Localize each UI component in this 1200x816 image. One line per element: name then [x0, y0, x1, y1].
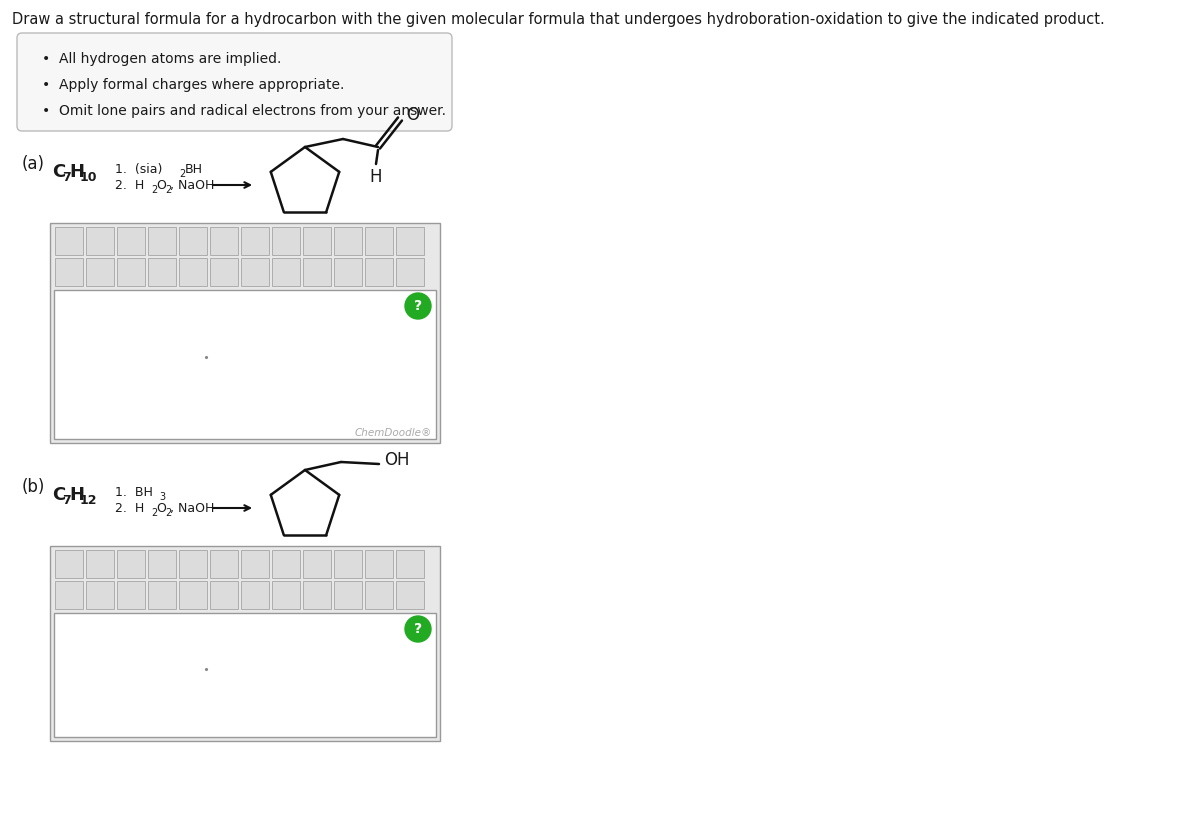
Text: H: H [370, 168, 383, 186]
Bar [55, 550, 83, 578]
Bar [50, 223, 440, 443]
Text: (b): (b) [22, 478, 46, 496]
Bar [55, 581, 83, 609]
Bar [241, 550, 269, 578]
Bar [302, 227, 331, 255]
Bar [54, 613, 436, 737]
Bar [118, 581, 145, 609]
Bar [210, 550, 238, 578]
Bar [118, 227, 145, 255]
Bar [365, 581, 394, 609]
Bar [148, 550, 176, 578]
Bar [302, 550, 331, 578]
Bar [396, 227, 424, 255]
Bar [55, 227, 83, 255]
Bar [396, 258, 424, 286]
Bar [86, 227, 114, 255]
Bar [272, 258, 300, 286]
Text: H: H [70, 486, 84, 504]
Bar [179, 258, 208, 286]
Bar [272, 581, 300, 609]
Bar [241, 581, 269, 609]
Bar [54, 290, 436, 439]
Bar [334, 581, 362, 609]
Text: , NaOH: , NaOH [170, 502, 215, 515]
Bar [86, 258, 114, 286]
Text: C: C [52, 163, 65, 181]
Bar [365, 550, 394, 578]
Bar [118, 550, 145, 578]
Text: 2: 2 [166, 508, 172, 518]
Text: , NaOH: , NaOH [170, 179, 215, 192]
Bar [334, 258, 362, 286]
Text: O: O [156, 179, 166, 192]
Bar [148, 227, 176, 255]
Text: 2.  H: 2. H [115, 502, 144, 515]
Text: 2: 2 [179, 169, 185, 179]
Bar [86, 550, 114, 578]
Text: •  Apply formal charges where appropriate.: • Apply formal charges where appropriate… [42, 78, 344, 92]
Bar [396, 550, 424, 578]
Bar [118, 258, 145, 286]
Text: •  Omit lone pairs and radical electrons from your answer.: • Omit lone pairs and radical electrons … [42, 104, 446, 118]
Circle shape [406, 293, 431, 319]
Bar [241, 258, 269, 286]
Bar [302, 581, 331, 609]
Bar [365, 258, 394, 286]
Text: 2: 2 [166, 185, 172, 195]
Text: (a): (a) [22, 155, 46, 173]
Text: 2: 2 [151, 185, 157, 195]
Bar [302, 258, 331, 286]
Text: 2.  H: 2. H [115, 179, 144, 192]
Bar [210, 581, 238, 609]
Text: 12: 12 [80, 494, 97, 507]
Bar [210, 258, 238, 286]
Bar [365, 227, 394, 255]
Text: C: C [52, 486, 65, 504]
Bar [334, 550, 362, 578]
Text: 7: 7 [62, 494, 71, 507]
Text: 3: 3 [158, 492, 166, 502]
Bar [50, 546, 440, 741]
Text: H: H [70, 163, 84, 181]
Text: •  All hydrogen atoms are implied.: • All hydrogen atoms are implied. [42, 52, 281, 66]
Bar [148, 581, 176, 609]
Text: 10: 10 [80, 171, 97, 184]
Bar [55, 258, 83, 286]
Bar [179, 550, 208, 578]
Bar [334, 227, 362, 255]
FancyBboxPatch shape [17, 33, 452, 131]
Text: 1.  (sia): 1. (sia) [115, 163, 162, 176]
Text: ?: ? [414, 299, 422, 313]
Text: ChemDoodle®: ChemDoodle® [355, 428, 432, 438]
Bar [179, 227, 208, 255]
Bar [148, 258, 176, 286]
Bar [396, 581, 424, 609]
Text: ?: ? [414, 622, 422, 636]
Bar [272, 550, 300, 578]
Bar [210, 227, 238, 255]
Bar [86, 581, 114, 609]
Bar [272, 227, 300, 255]
Text: O: O [406, 106, 419, 124]
Bar [241, 227, 269, 255]
Text: 7: 7 [62, 171, 71, 184]
Circle shape [406, 616, 431, 642]
Text: OH: OH [384, 451, 409, 469]
Text: Draw a structural formula for a hydrocarbon with the given molecular formula tha: Draw a structural formula for a hydrocar… [12, 12, 1105, 27]
Text: 1.  BH: 1. BH [115, 486, 152, 499]
Text: 2: 2 [151, 508, 157, 518]
Text: BH: BH [185, 163, 203, 176]
Text: O: O [156, 502, 166, 515]
Bar [179, 581, 208, 609]
